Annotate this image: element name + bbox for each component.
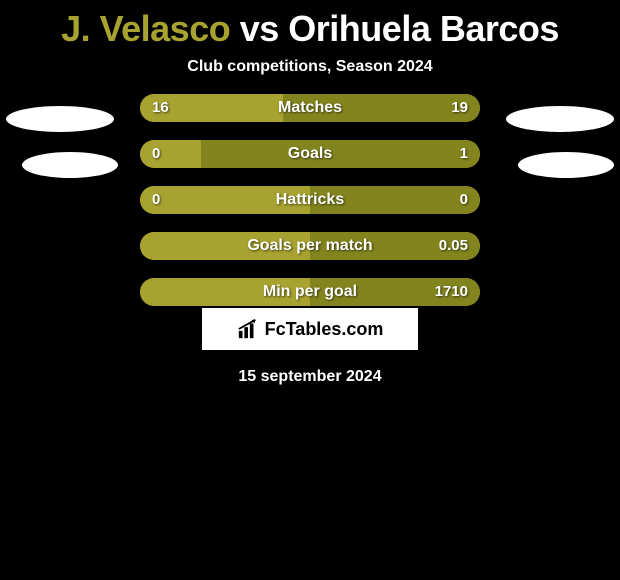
stat-row: Goals per match0.05	[140, 232, 480, 260]
player2-marker-row1	[518, 152, 614, 178]
subtitle: Club competitions, Season 2024	[0, 58, 620, 76]
stat-label: Goals	[140, 140, 480, 168]
bars-container: 16Matches190Goals10Hattricks0Goals per m…	[140, 94, 480, 324]
player1-marker-row1	[22, 152, 118, 178]
stat-row: 0Hattricks0	[140, 186, 480, 214]
stat-value-right: 1	[448, 140, 480, 168]
stat-row: 16Matches19	[140, 94, 480, 122]
stat-label: Hattricks	[140, 186, 480, 214]
stat-value-right: 0	[448, 186, 480, 214]
player2-marker-row0	[506, 106, 614, 132]
stat-row: Min per goal1710	[140, 278, 480, 306]
stat-value-right: 0.05	[427, 232, 480, 260]
player2-name: Orihuela Barcos	[288, 8, 559, 49]
stat-label: Matches	[140, 94, 480, 122]
stat-value-right: 19	[439, 94, 480, 122]
stat-value-right: 1710	[423, 278, 480, 306]
player1-marker-row0	[6, 106, 114, 132]
vs-text: vs	[240, 8, 279, 49]
date-text: 15 september 2024	[0, 368, 620, 386]
stat-row: 0Goals1	[140, 140, 480, 168]
player1-name: J. Velasco	[61, 8, 230, 49]
page-title: J. Velasco vs Orihuela Barcos	[0, 0, 620, 50]
